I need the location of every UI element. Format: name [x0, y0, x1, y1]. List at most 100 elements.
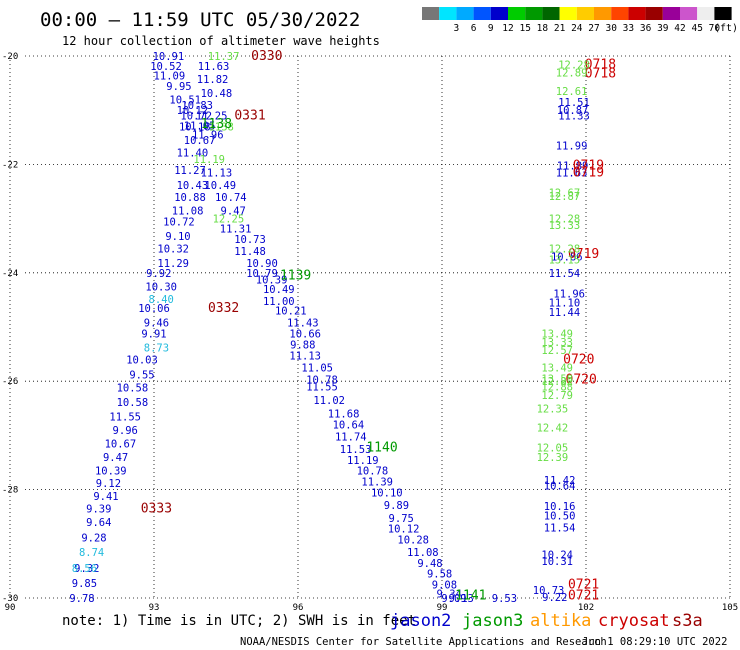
data-label-jason2: 9.53 — [492, 593, 517, 605]
color-scale-bar: 3 6 9 12 15 18 21 24 27 30 33 36 39 42 45 70 — [422, 7, 732, 34]
color-scale-swatch — [714, 7, 732, 20]
color-scale-label: 39 — [657, 23, 669, 34]
color-scale-label: 12 — [502, 23, 513, 34]
data-label-jason2: 11.99 — [556, 140, 588, 152]
data-label-jason2: 9.09 — [441, 593, 466, 605]
data-label-jason2: 9.12 — [96, 478, 121, 490]
color-scale-swatch — [542, 7, 560, 20]
data-label-jason3-light: 12.05 — [537, 442, 569, 454]
y-axis-ticks: -20 -22 -24 -26 -28 -30 — [2, 52, 18, 604]
x-tick-label: 102 — [578, 603, 594, 613]
data-label-cryosat: 0720 — [563, 353, 594, 368]
data-label-jason3-light: 13.58 — [541, 373, 573, 385]
data-label-jason2: 9.46 — [144, 318, 169, 330]
data-label-jason2: 11.39 — [361, 476, 393, 488]
legend-jason3: jason3 — [462, 611, 523, 631]
data-label-jason2: 9.95 — [166, 81, 191, 93]
data-label-jason2: 11.02 — [313, 395, 345, 407]
data-label-jason2: 10.87 — [557, 105, 589, 117]
data-label-jason2: 11.09 — [154, 71, 186, 83]
color-scale-swatch — [490, 7, 508, 20]
data-label-jason2: 11.96 — [553, 288, 585, 300]
data-label-jason3: 1141 — [455, 588, 486, 603]
color-scale-label: 24 — [571, 23, 583, 34]
data-label-jason2: 11.27 — [174, 165, 206, 177]
data-label-jason3-light: 13.33 — [541, 337, 573, 349]
data-label-jason2: 11.89 — [557, 160, 589, 172]
y-tick-label: -26 — [2, 377, 18, 387]
data-label-jason3-light: 13.15 — [549, 254, 581, 266]
data-label-jason2-cyan: 8.40 — [149, 294, 174, 306]
data-label-jason2: 11.29 — [157, 258, 189, 270]
color-scale-label: 6 — [471, 23, 477, 34]
data-label-jason2: 10.03 — [126, 355, 158, 367]
data-label-jason2: 9.91 — [141, 329, 166, 341]
color-scale-label: 70 — [709, 23, 721, 34]
data-label-jason3-light: 12.67 — [549, 188, 581, 200]
data-label-jason2: 9.34 — [437, 589, 462, 601]
data-label-jason2: 11.63 — [198, 61, 230, 73]
data-label-s3a: 0332 — [208, 301, 239, 316]
data-label-jason2: 9.48 — [417, 558, 442, 570]
data-label-jason2: 10.18 — [179, 121, 211, 133]
data-label-jason3: 1139 — [280, 269, 311, 284]
color-scale-label: 9 — [488, 23, 494, 34]
data-label-jason2: 10.66 — [289, 329, 321, 341]
data-label-jason2: 11.68 — [328, 409, 360, 421]
data-label-jason2: 10.73 — [533, 585, 565, 597]
plot-area: 90 93 96 99 102 105 -20-22-24-26-28-30 10.911… — [2, 49, 738, 613]
data-label-jason2: 10.51 — [169, 94, 201, 106]
grid-lines — [9, 55, 731, 599]
data-label-jason2: 10.30 — [145, 281, 177, 293]
color-scale-label: 15 — [519, 23, 530, 34]
data-label-jason2: 10.67 — [105, 439, 137, 451]
footer-note: note: 1) Time is in UTC; 2) SWH is in fe… — [62, 613, 416, 629]
data-label-jason2: 10.88 — [174, 192, 206, 204]
data-label-jason3-light: 1138 — [209, 121, 234, 133]
legend-altika: altika — [530, 611, 591, 631]
data-label-jason2: 10.78 — [357, 466, 389, 478]
data-label-jason2: 9.32 — [74, 563, 99, 575]
data-label-jason2-cyan: 8.74 — [79, 547, 104, 559]
data-label-jason2: 10.73 — [234, 234, 266, 246]
data-label-cryosat: 0720 — [566, 373, 597, 388]
x-tick-label: 99 — [437, 603, 448, 613]
data-label-cryosat: 0721 — [568, 577, 599, 592]
data-label-jason2: 11.05 — [301, 363, 333, 375]
data-label-jason2: 9.89 — [384, 500, 409, 512]
data-label-jason2: 11.55 — [306, 382, 338, 394]
x-axis-ticks: 90 93 96 99 102 105 — [5, 603, 739, 613]
data-label-jason3-light: 12.28 — [558, 60, 590, 72]
data-label-jason2-cyan: 8.73 — [144, 343, 169, 355]
y-tick-label: -30 — [2, 594, 18, 604]
data-label-jason2: 11.74 — [335, 431, 367, 443]
data-label-jason3-light: 12.39 — [537, 452, 569, 464]
data-label-jason2: 9.58 — [427, 569, 452, 581]
data-label-jason2: 11.25 — [196, 111, 228, 123]
data-label-s3a: 0333 — [141, 502, 172, 517]
data-label-jason2: 10.74 — [215, 192, 247, 204]
data-label-jason2: 10.16 — [544, 501, 576, 513]
data-label-jason2: 9.41 — [93, 491, 118, 503]
data-label-jason2: 10.10 — [371, 487, 403, 499]
data-label-jason2: 9.28 — [81, 532, 106, 544]
data-label-jason3-light: 12.35 — [537, 403, 569, 415]
data-label-jason2: 10.12 — [177, 105, 209, 117]
data-label-jason2: 10.31 — [541, 556, 573, 568]
color-scale-swatch — [680, 7, 698, 20]
y-tick-label: -28 — [2, 486, 18, 496]
color-scale-swatch — [697, 7, 715, 20]
data-label-jason2: 10.58 — [117, 397, 149, 409]
data-label-jason2: 9.47 — [103, 452, 128, 464]
data-label-jason2: 11.53 — [340, 444, 372, 456]
data-label-jason2: 9.22 — [542, 592, 567, 604]
data-label-jason2: 9.85 — [72, 578, 97, 590]
data-label-jason2: 11.31 — [220, 223, 252, 235]
data-label-jason2: 11.08 — [172, 205, 204, 217]
color-scale-swatch — [422, 7, 440, 20]
data-label-jason3-dark: 1138 — [201, 117, 232, 132]
x-tick-label: 90 — [5, 603, 16, 613]
data-label-s3a: 0331 — [234, 109, 265, 124]
